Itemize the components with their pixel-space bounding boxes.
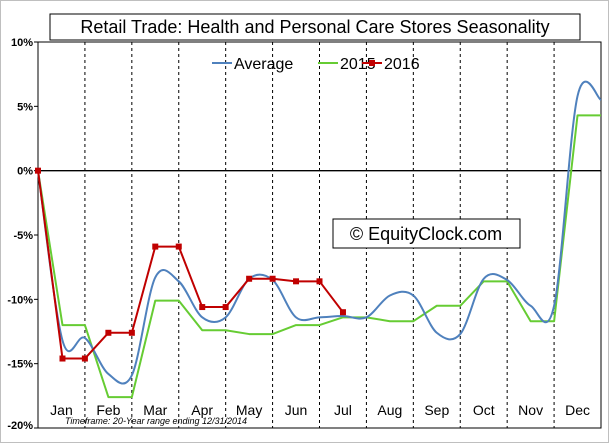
- title-box: [49, 13, 581, 41]
- series-point-2016: [246, 275, 253, 282]
- series-line-2016: [37, 170, 344, 360]
- legend-label-2016: 2016: [384, 56, 420, 73]
- series-point-2016: [128, 329, 135, 336]
- month-label-sep: Sep: [424, 402, 449, 418]
- month-label-jul: Jul: [334, 402, 352, 418]
- month-label-dec: Dec: [565, 402, 590, 418]
- series-point-2016: [222, 304, 229, 311]
- y-tick-label: -10%: [7, 294, 33, 306]
- y-tick-label: 0%: [17, 166, 33, 178]
- series-point-2016: [105, 329, 112, 336]
- series-point-2016: [81, 355, 88, 362]
- legend-label-2015: 2015: [340, 56, 376, 73]
- month-label-mar: Mar: [143, 402, 167, 418]
- month-label-jan: Jan: [50, 402, 73, 418]
- timeframe-footnote: Timeframe: 20-Year range ending 12/31/20…: [65, 416, 247, 426]
- series-point-2016: [175, 243, 182, 250]
- series-point-2016: [293, 278, 300, 285]
- y-tick-label: -5%: [13, 230, 33, 242]
- watermark-box: [332, 218, 521, 249]
- y-tick-label: 10%: [11, 37, 33, 49]
- y-tick-label: -15%: [7, 359, 33, 371]
- series-point-2016: [152, 243, 159, 250]
- month-label-apr: Apr: [191, 402, 213, 418]
- series-line-average: [37, 80, 602, 385]
- series-point-2016: [269, 275, 276, 282]
- month-label-oct: Oct: [473, 402, 495, 418]
- series-line-2015: [37, 114, 601, 399]
- month-label-nov: Nov: [518, 402, 543, 418]
- series-point-2016: [35, 167, 41, 174]
- legend-marker-2016: [369, 60, 375, 66]
- chart-title: Retail Trade: Health and Personal Care S…: [80, 17, 549, 37]
- month-label-aug: Aug: [377, 402, 402, 418]
- series-point-2016: [59, 355, 66, 362]
- y-tick-label: -20%: [7, 420, 33, 432]
- month-label-may: May: [236, 402, 262, 418]
- month-label-jun: Jun: [285, 402, 308, 418]
- series-point-2016: [199, 304, 206, 311]
- y-tick-label: 5%: [17, 101, 33, 113]
- series-point-2016: [339, 309, 346, 316]
- series-point-2016: [316, 278, 323, 285]
- legend-label-average: Average: [234, 56, 293, 73]
- watermark-text: © EquityClock.com: [350, 224, 502, 244]
- month-label-feb: Feb: [96, 402, 120, 418]
